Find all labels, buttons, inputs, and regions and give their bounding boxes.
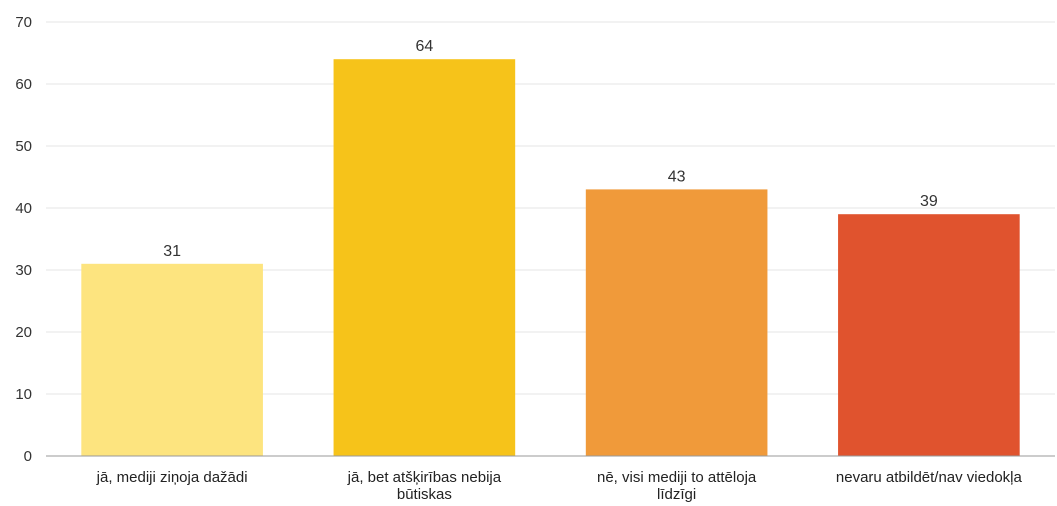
y-tick-label: 50: [15, 138, 32, 155]
y-tick-label: 0: [24, 448, 32, 465]
data-label: 31: [163, 243, 181, 260]
category-label: jā, mediji ziņoja dažādi: [96, 469, 248, 486]
category-label: nevaru atbildēt/nav viedokļa: [836, 469, 1023, 486]
bar: [838, 214, 1020, 456]
data-label: 43: [668, 168, 686, 185]
category-label: nē, visi mediji to attēloja: [597, 469, 757, 486]
bar: [585, 189, 768, 456]
data-label: 64: [415, 38, 433, 55]
y-tick-label: 60: [15, 76, 32, 93]
bar: [333, 59, 516, 456]
y-tick-label: 40: [15, 200, 32, 217]
category-label: būtiskas: [397, 486, 452, 503]
category-label: jā, bet atšķirības nebija: [347, 469, 502, 486]
bars: [81, 59, 1020, 456]
category-label: līdzīgi: [657, 486, 696, 503]
y-tick-label: 10: [15, 386, 32, 403]
y-tick-label: 30: [15, 262, 32, 279]
y-axis-ticks: 0 10 20 30 40 50 60 70: [15, 14, 32, 465]
data-label: 39: [920, 193, 938, 210]
data-labels: 31 64 43 39: [163, 38, 938, 260]
bar: [81, 263, 263, 456]
category-labels: jā, mediji ziņoja dažādi jā, bet atšķirīb…: [96, 469, 1023, 503]
y-tick-label: 70: [15, 14, 32, 31]
y-tick-label: 20: [15, 324, 32, 341]
